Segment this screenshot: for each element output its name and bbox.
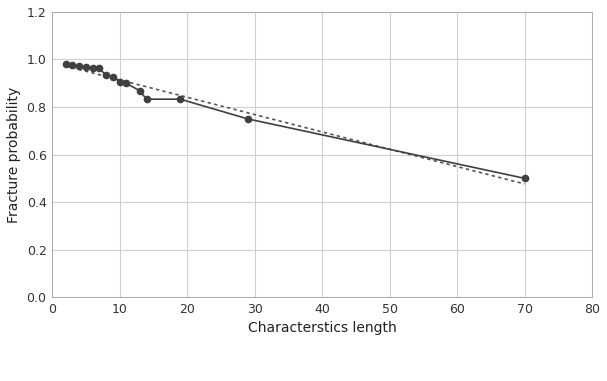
Y-axis label: Fracture probability: Fracture probability <box>7 86 21 223</box>
X-axis label: Characterstics length: Characterstics length <box>248 321 396 335</box>
